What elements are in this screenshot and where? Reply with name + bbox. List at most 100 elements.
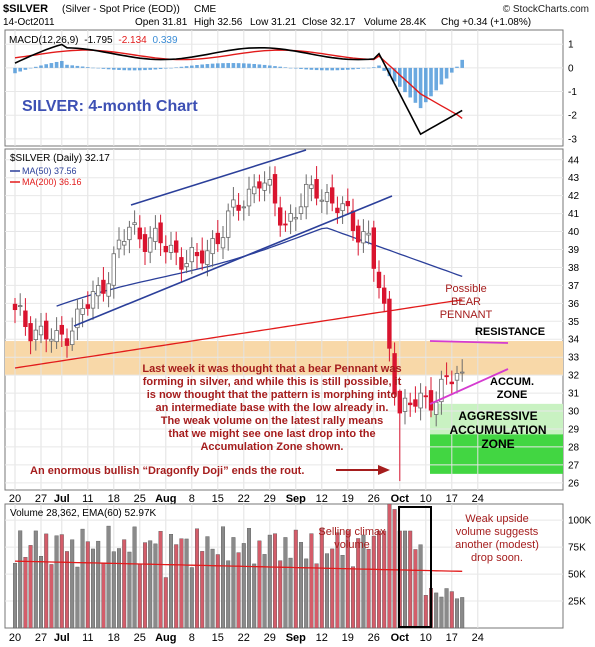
macd-histogram-bar	[127, 67, 132, 71]
volume-bar	[44, 533, 49, 629]
macd-histogram-bar	[288, 67, 293, 69]
candle-body	[137, 227, 142, 240]
volume-bar	[356, 538, 361, 629]
volume-tick-label: 100K	[568, 516, 592, 527]
commentary-line: forming in silver, and while this is sti…	[143, 376, 402, 388]
commentary-line: that we might see one last drop into the	[168, 428, 375, 440]
macd-histogram-bar	[424, 67, 428, 103]
macd-histogram-bar	[101, 67, 106, 69]
price-tick-label: 43	[568, 173, 580, 184]
macd-histogram-bar	[231, 63, 236, 68]
macd-histogram-bar	[106, 67, 111, 70]
macd-histogram-bar	[382, 67, 386, 71]
price-tick-label: 44	[568, 155, 580, 166]
volume-bar	[413, 549, 418, 629]
volume-bar	[236, 552, 241, 629]
candle-body	[75, 308, 80, 329]
x-tick-label: Jul	[54, 632, 70, 644]
x-tick-label: Sep	[286, 493, 306, 505]
volume-bar	[309, 533, 314, 629]
volume-bar	[189, 567, 194, 629]
macd-histogram-bar	[54, 61, 59, 68]
macd-histogram-bar	[335, 67, 340, 71]
candle-body	[173, 240, 179, 253]
macd-histogram-bar	[226, 63, 230, 68]
x-tick-label: 10	[420, 632, 432, 644]
volume-bar	[408, 530, 413, 629]
ma50-line	[56, 227, 463, 307]
price-tick-label: 33	[568, 353, 580, 364]
price-tick-label: 27	[568, 460, 580, 471]
macd-histogram-bar	[153, 67, 158, 70]
commentary-text: Last week it was thought that a bear Pen…	[142, 363, 401, 453]
volume-bar	[262, 554, 267, 629]
macd-histogram-bar	[460, 59, 464, 68]
volume-bar	[18, 530, 23, 629]
macd-histogram-bar	[408, 67, 412, 98]
volume-bar	[273, 533, 278, 629]
candle-body	[293, 217, 298, 220]
macd-histogram-bar	[257, 64, 262, 68]
x-tick-label: 8	[189, 493, 195, 505]
resistance-label: RESISTANCE	[475, 326, 545, 338]
candle-body	[335, 207, 340, 214]
macd-histogram-bar	[34, 66, 38, 68]
header-change: Chg +0.34 (+1.08%)	[441, 17, 531, 28]
volume-bar	[226, 560, 231, 629]
candle-body	[262, 182, 267, 191]
header-low: Low 31.21	[250, 17, 297, 28]
x-tick-label: 15	[212, 632, 224, 644]
volume-bar	[371, 535, 376, 629]
price-tick-label: 28	[568, 442, 580, 453]
candle-body	[366, 232, 371, 236]
macd-histogram-bar	[351, 67, 355, 70]
macd-histogram-bar	[262, 64, 267, 68]
candle-body	[428, 390, 434, 411]
candle-body	[355, 225, 361, 243]
macd-histogram-bar	[299, 67, 303, 69]
volume-bar	[392, 509, 397, 629]
candle-body	[350, 210, 356, 231]
volume-bar	[377, 530, 382, 629]
macd-histogram-bar	[65, 64, 69, 68]
volume-bar	[174, 544, 179, 629]
macd-histogram-bar	[294, 67, 298, 69]
macd-histogram-bar	[70, 65, 74, 68]
candle-body	[251, 186, 257, 195]
candle-body	[272, 174, 278, 204]
volume-bar	[418, 544, 423, 629]
volume-bar	[246, 528, 251, 629]
candle-body	[33, 329, 38, 341]
candle-body	[153, 227, 158, 242]
volume-bar	[142, 542, 147, 629]
candle-body	[205, 250, 210, 265]
macd-histogram-bar	[158, 67, 163, 70]
macd-label: MACD(12,26,9) -1.795 -2.134 0.339	[9, 35, 178, 46]
x-tick-label: 19	[342, 493, 354, 505]
header-brand: © StockCharts.com	[503, 4, 589, 15]
macd-histogram-bar	[96, 67, 100, 69]
macd-histogram-bar	[387, 67, 392, 77]
macd-histogram-bar	[366, 67, 371, 69]
candle-body	[23, 310, 28, 327]
header-symbol: $SILVER	[3, 3, 48, 15]
volume-bar	[423, 595, 428, 629]
volume-bar	[335, 532, 340, 629]
candle-body	[277, 207, 283, 226]
candle-body	[225, 210, 231, 238]
volume-tick-label: 75K	[568, 543, 586, 554]
aggressive-label-1: AGGRESSIVE	[458, 409, 537, 423]
x-tick-label: Jul	[54, 493, 70, 505]
macd-histogram-bar	[91, 67, 95, 69]
macd-panel	[4, 29, 564, 147]
x-tick-label: 11	[82, 493, 93, 505]
candle-body	[288, 213, 293, 222]
volume-bar	[351, 566, 356, 629]
macd-histogram-bar	[450, 67, 454, 73]
candle-body	[246, 188, 252, 207]
x-tick-label: 19	[342, 632, 354, 644]
price-tick-label: 34	[568, 335, 580, 346]
macd-histogram-bar	[356, 67, 360, 69]
price-tick-label: 37	[568, 281, 580, 292]
